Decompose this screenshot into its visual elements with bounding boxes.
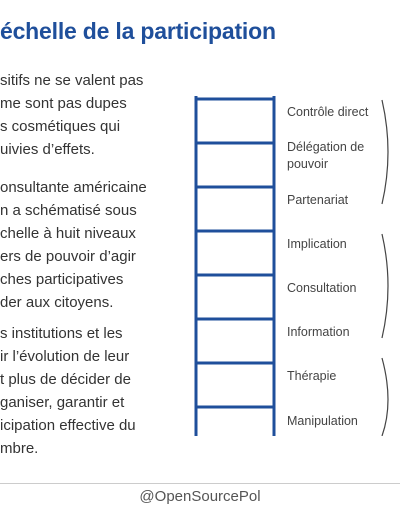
slide-title: échelle de la participation [0,18,276,44]
paragraph-line: t plus de décider de [0,371,131,388]
paragraph-line: s cosmétiques qui [0,118,121,135]
paragraph-line: ir l’évolution de leur [0,348,130,365]
level-consultation: Consultation [287,281,357,295]
level-manipulation: Manipulation [287,414,358,428]
level-information: Information [287,325,350,339]
paragraph-line: mbre. [0,440,39,457]
grouping-brackets [381,99,389,436]
paragraph-line: me sont pas dupes [0,95,127,112]
footer-handle: @OpenSourcePol [139,488,261,505]
level-delegation-de-pouvoir: Délégation de pouvoir [287,140,365,171]
paragraph-line: icipation effective du [0,417,136,434]
level-implication: Implication [287,237,347,251]
paragraph-3: s institutions et les ir l’évolution de … [0,322,136,460]
paragraph-line: n a schématisé sous [0,202,137,219]
paragraph-line: s institutions et les [0,325,123,342]
paragraph-line: ers de pouvoir d’agir [0,248,136,265]
paragraph-line: ches participatives [0,271,124,288]
bracket-cooperation-symbolique [381,233,389,339]
level-controle-direct: Contrôle direct [287,105,369,119]
bracket-pouvoir-citoyen [381,99,389,205]
paragraph-line: der aux citoyens. [0,294,114,311]
bracket-non-participation [381,357,389,436]
paragraph-1: sitifs ne se valent pas me sont pas dupe… [0,69,143,161]
paragraph-line: onsultante américaine [0,179,147,196]
ladder-diagram [194,96,276,436]
paragraph-line: ganiser, garantir et [0,394,125,411]
paragraph-line: chelle à huit niveaux [0,225,136,242]
paragraph-line: sitifs ne se valent pas [0,72,144,89]
level-partenariat: Partenariat [287,193,349,207]
level-therapie: Thérapie [287,369,337,383]
paragraph-2: onsultante américaine n a schématisé sou… [0,176,147,314]
paragraph-line: uivies d’effets. [0,141,95,158]
footer-divider [0,483,400,484]
